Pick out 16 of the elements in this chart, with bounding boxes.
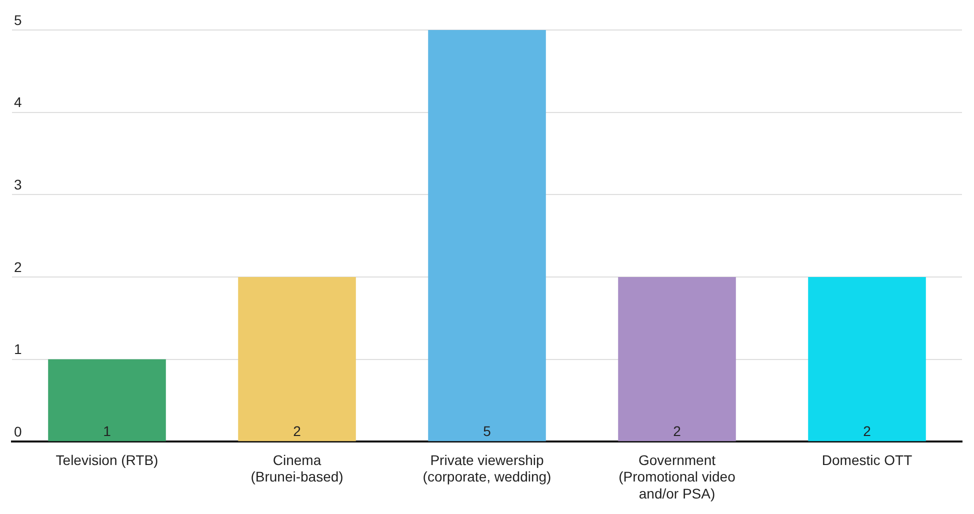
y-tick-label: 0 [14, 423, 22, 440]
y-tick-label: 5 [14, 12, 22, 28]
y-tick-label: 3 [14, 176, 22, 192]
data-label: 5 [483, 422, 492, 439]
y-tick-label: 4 [14, 94, 22, 110]
data-label: 2 [293, 422, 302, 439]
x-tick-label: Government (Promotional video and/or PSA) [618, 452, 736, 502]
data-label: 2 [673, 422, 682, 439]
x-tick-label: Domestic OTT [822, 452, 913, 468]
x-tick-label: Television (RTB) [56, 452, 158, 468]
x-tick-label: Cinema (Brunei-based) [250, 452, 344, 485]
data-label: 1 [103, 422, 112, 439]
y-tick-label: 2 [14, 258, 22, 275]
data-label: 2 [863, 422, 872, 439]
x-tick-label: Private viewership (corporate, wedding) [422, 452, 552, 485]
y-tick-label: 1 [14, 341, 22, 358]
